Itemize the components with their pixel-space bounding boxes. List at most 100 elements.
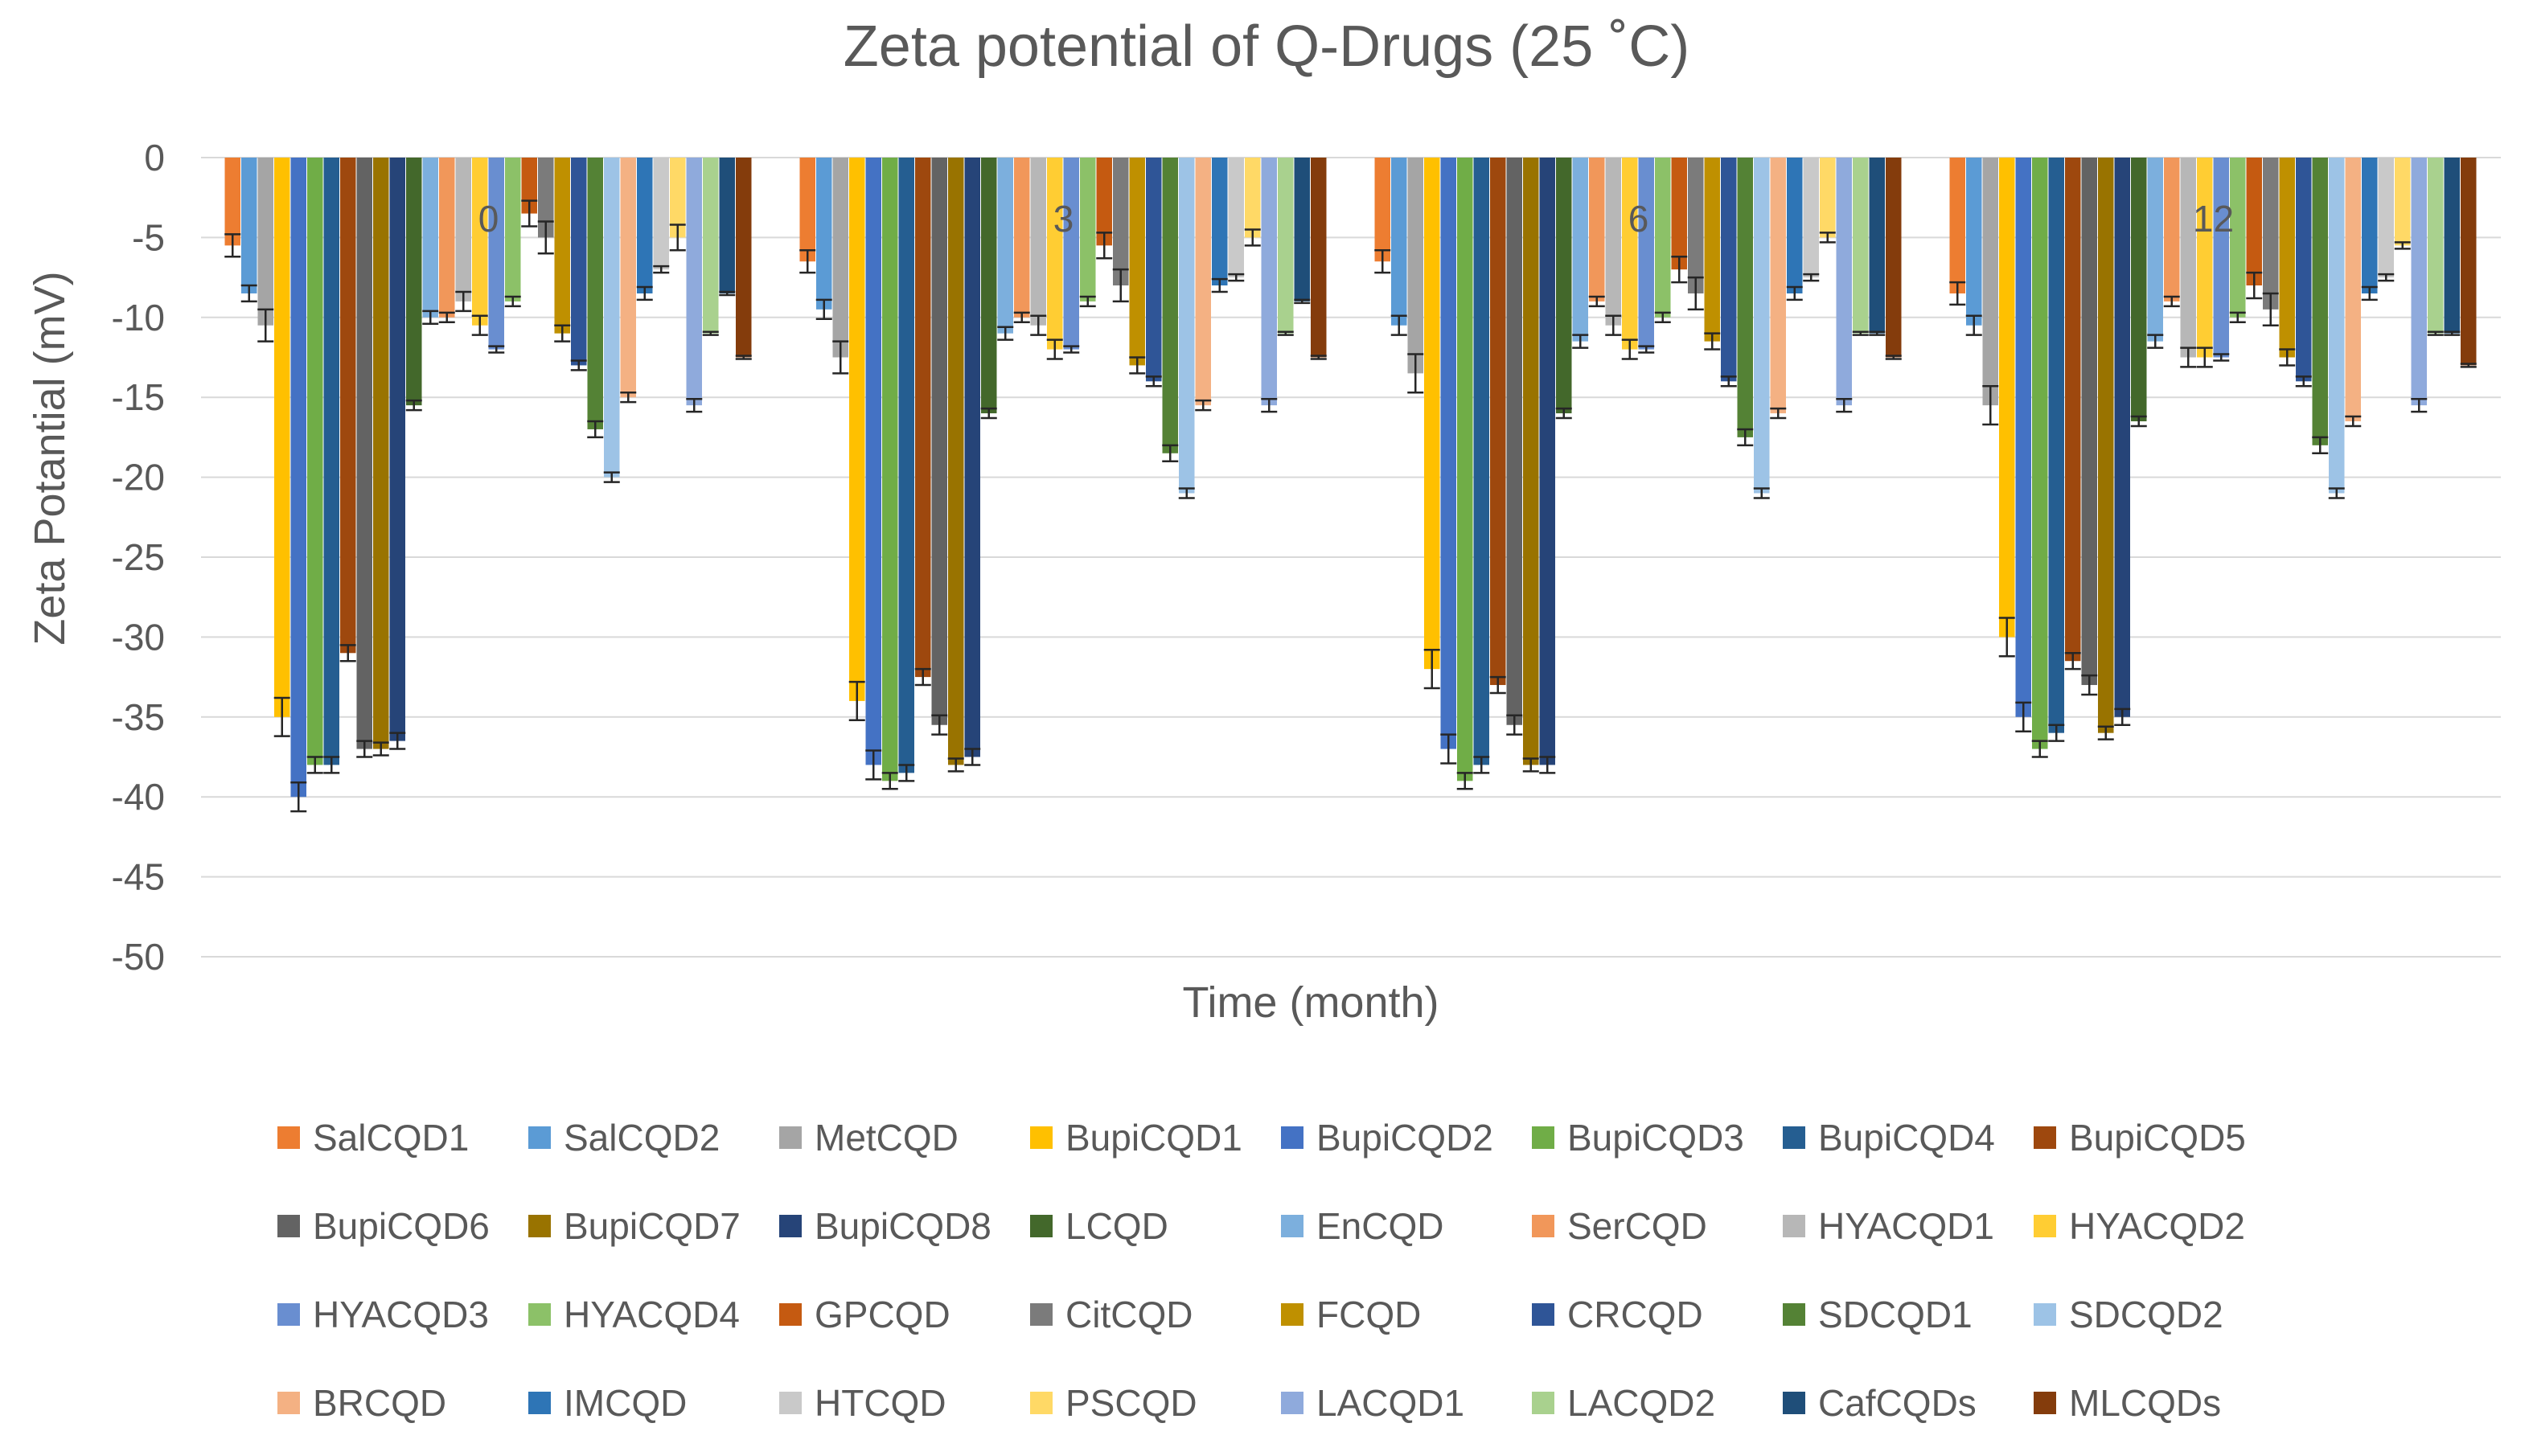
error-bar-EnCQD-6 xyxy=(1572,334,1589,349)
bar-MLCQDs-0 xyxy=(736,158,752,358)
error-bar-BRCQD-3 xyxy=(1195,399,1212,412)
legend-label: FCQD xyxy=(1316,1294,1421,1335)
legend-label: LCQD xyxy=(1065,1205,1168,1247)
bar-BupiCQD5-12 xyxy=(2065,158,2081,662)
error-bar-CitCQD-6 xyxy=(1687,276,1704,311)
error-bar-LACQD2-0 xyxy=(702,330,719,336)
error-bar-HYACQD1-12 xyxy=(2180,347,2197,368)
legend-item-BupiCQD6: BupiCQD6 xyxy=(277,1205,490,1247)
legend-label: SDCQD2 xyxy=(2069,1294,2223,1335)
error-bar-PSCQD-0 xyxy=(669,224,686,252)
y-tick-label: -15 xyxy=(112,376,165,418)
bar-MetCQD-0 xyxy=(257,158,273,326)
error-bar-HYACQD4-6 xyxy=(1654,311,1671,324)
error-bar-BupiCQD7-12 xyxy=(2097,725,2114,740)
bar-HYACQD2-6 xyxy=(1622,158,1638,350)
bar-HYACQD3-6 xyxy=(1638,158,1654,350)
legend-item-CafCQDs: CafCQDs xyxy=(1783,1382,1977,1424)
bar-HYACQD4-3 xyxy=(1080,158,1096,301)
error-bar-BupiCQD6-12 xyxy=(2081,674,2098,696)
legend-label: HTCQD xyxy=(815,1382,946,1424)
legend-label: BupiCQD8 xyxy=(815,1205,991,1247)
legend-label: BupiCQD1 xyxy=(1065,1117,1242,1159)
error-bar-GPCQD-6 xyxy=(1671,256,1688,284)
legend-label: LACQD2 xyxy=(1567,1382,1715,1424)
error-bar-LACQD1-6 xyxy=(1836,397,1853,413)
bar-CitCQD-3 xyxy=(1113,158,1129,286)
bar-BupiCQD3-0 xyxy=(307,158,323,765)
legend-swatch xyxy=(1532,1392,1554,1414)
x-tick-label: 6 xyxy=(1628,198,1649,240)
legend-item-BupiCQD8: BupiCQD8 xyxy=(779,1205,991,1247)
error-bar-HYACQD3-3 xyxy=(1063,345,1080,354)
legend-item-MLCQDs: MLCQDs xyxy=(2034,1382,2221,1424)
error-bar-CafCQDs-3 xyxy=(1294,298,1311,305)
x-axis: 0 3 6 12 xyxy=(478,198,2234,240)
error-bar-CafCQDs-6 xyxy=(1869,330,1886,336)
bar-MLCQDs-6 xyxy=(1886,158,1902,358)
legend-label: HYACQD3 xyxy=(313,1294,489,1335)
error-bar-EnCQD-3 xyxy=(997,326,1014,341)
bar-MLCQDs-12 xyxy=(2461,158,2477,366)
legend-item-SDCQD1: SDCQD1 xyxy=(1783,1294,1973,1335)
legend-swatch xyxy=(1030,1392,1053,1414)
error-bar-BupiCQD7-6 xyxy=(1522,757,1539,773)
error-bar-HYACQD2-0 xyxy=(471,314,488,336)
error-bar-SalCQD1-6 xyxy=(1374,249,1391,274)
bar-BupiCQD6-6 xyxy=(1506,158,1522,725)
y-tick-label: -45 xyxy=(112,856,165,898)
error-bar-BupiCQD3-0 xyxy=(306,756,323,774)
bar-HTCQD-6 xyxy=(1803,158,1819,278)
error-bar-SDCQD2-12 xyxy=(2328,487,2345,499)
bar-SalCQD2-0 xyxy=(241,158,257,293)
bar-BupiCQD5-6 xyxy=(1490,158,1506,686)
legend-swatch xyxy=(1281,1392,1303,1414)
error-bar-CafCQDs-0 xyxy=(719,290,736,297)
error-bar-BupiCQD7-0 xyxy=(372,741,389,757)
error-bar-BupiCQD6-6 xyxy=(1506,714,1523,736)
error-bar-BupiCQD2-6 xyxy=(1440,733,1457,765)
error-bar-LCQD-6 xyxy=(1555,407,1572,420)
y-tick-label: -5 xyxy=(132,216,165,258)
error-bar-MLCQDs-12 xyxy=(2460,363,2477,368)
legend-swatch xyxy=(1030,1303,1053,1326)
bar-CRCQD-6 xyxy=(1721,158,1737,382)
legend-item-HYACQD4: HYACQD4 xyxy=(528,1294,740,1335)
legend-item-MetCQD: MetCQD xyxy=(779,1117,959,1159)
bar-HYACQD1-0 xyxy=(455,158,471,301)
error-bar-BupiCQD5-6 xyxy=(1489,675,1506,695)
bar-BupiCQD7-0 xyxy=(373,158,389,749)
bar-BupiCQD7-6 xyxy=(1523,158,1539,765)
x-tick-label: 12 xyxy=(2193,198,2234,240)
bar-HTCQD-12 xyxy=(2378,158,2394,278)
error-bar-LCQD-12 xyxy=(2130,415,2147,428)
legend-label: IMCQD xyxy=(564,1382,687,1424)
bar-SDCQD2-3 xyxy=(1179,158,1195,494)
bar-LACQD1-6 xyxy=(1836,158,1852,406)
error-bar-SalCQD1-12 xyxy=(1949,281,1966,306)
legend-label: BupiCQD7 xyxy=(564,1205,741,1247)
legend-item-PSCQD: PSCQD xyxy=(1030,1382,1197,1424)
error-bar-IMCQD-3 xyxy=(1211,277,1228,293)
legend-swatch xyxy=(1532,1303,1554,1326)
error-bar-FCQD-0 xyxy=(554,324,571,342)
legend-swatch xyxy=(779,1392,802,1414)
legend-item-LCQD: LCQD xyxy=(1030,1205,1168,1247)
error-bar-BupiCQD6-3 xyxy=(931,714,948,736)
error-bar-SDCQD1-0 xyxy=(587,420,604,439)
legend-item-FCQD: FCQD xyxy=(1281,1294,1421,1335)
error-bar-FCQD-12 xyxy=(2279,348,2296,367)
error-bar-HTCQD-12 xyxy=(2378,273,2395,282)
error-bar-BupiCQD3-6 xyxy=(1456,772,1473,790)
error-bar-PSCQD-12 xyxy=(2394,241,2411,250)
legend-label: SDCQD1 xyxy=(1818,1294,1973,1335)
legend-label: MetCQD xyxy=(815,1117,959,1159)
error-bar-GPCQD-12 xyxy=(2246,271,2263,300)
bar-BupiCQD4-3 xyxy=(898,158,914,773)
bar-IMCQD-0 xyxy=(637,158,653,293)
bar-BupiCQD3-3 xyxy=(882,158,898,781)
legend-item-HYACQD2: HYACQD2 xyxy=(2034,1205,2245,1247)
bar-SDCQD2-0 xyxy=(604,158,620,478)
legend-item-LACQD2: LACQD2 xyxy=(1532,1382,1715,1424)
bar-HYACQD1-3 xyxy=(1030,158,1046,326)
